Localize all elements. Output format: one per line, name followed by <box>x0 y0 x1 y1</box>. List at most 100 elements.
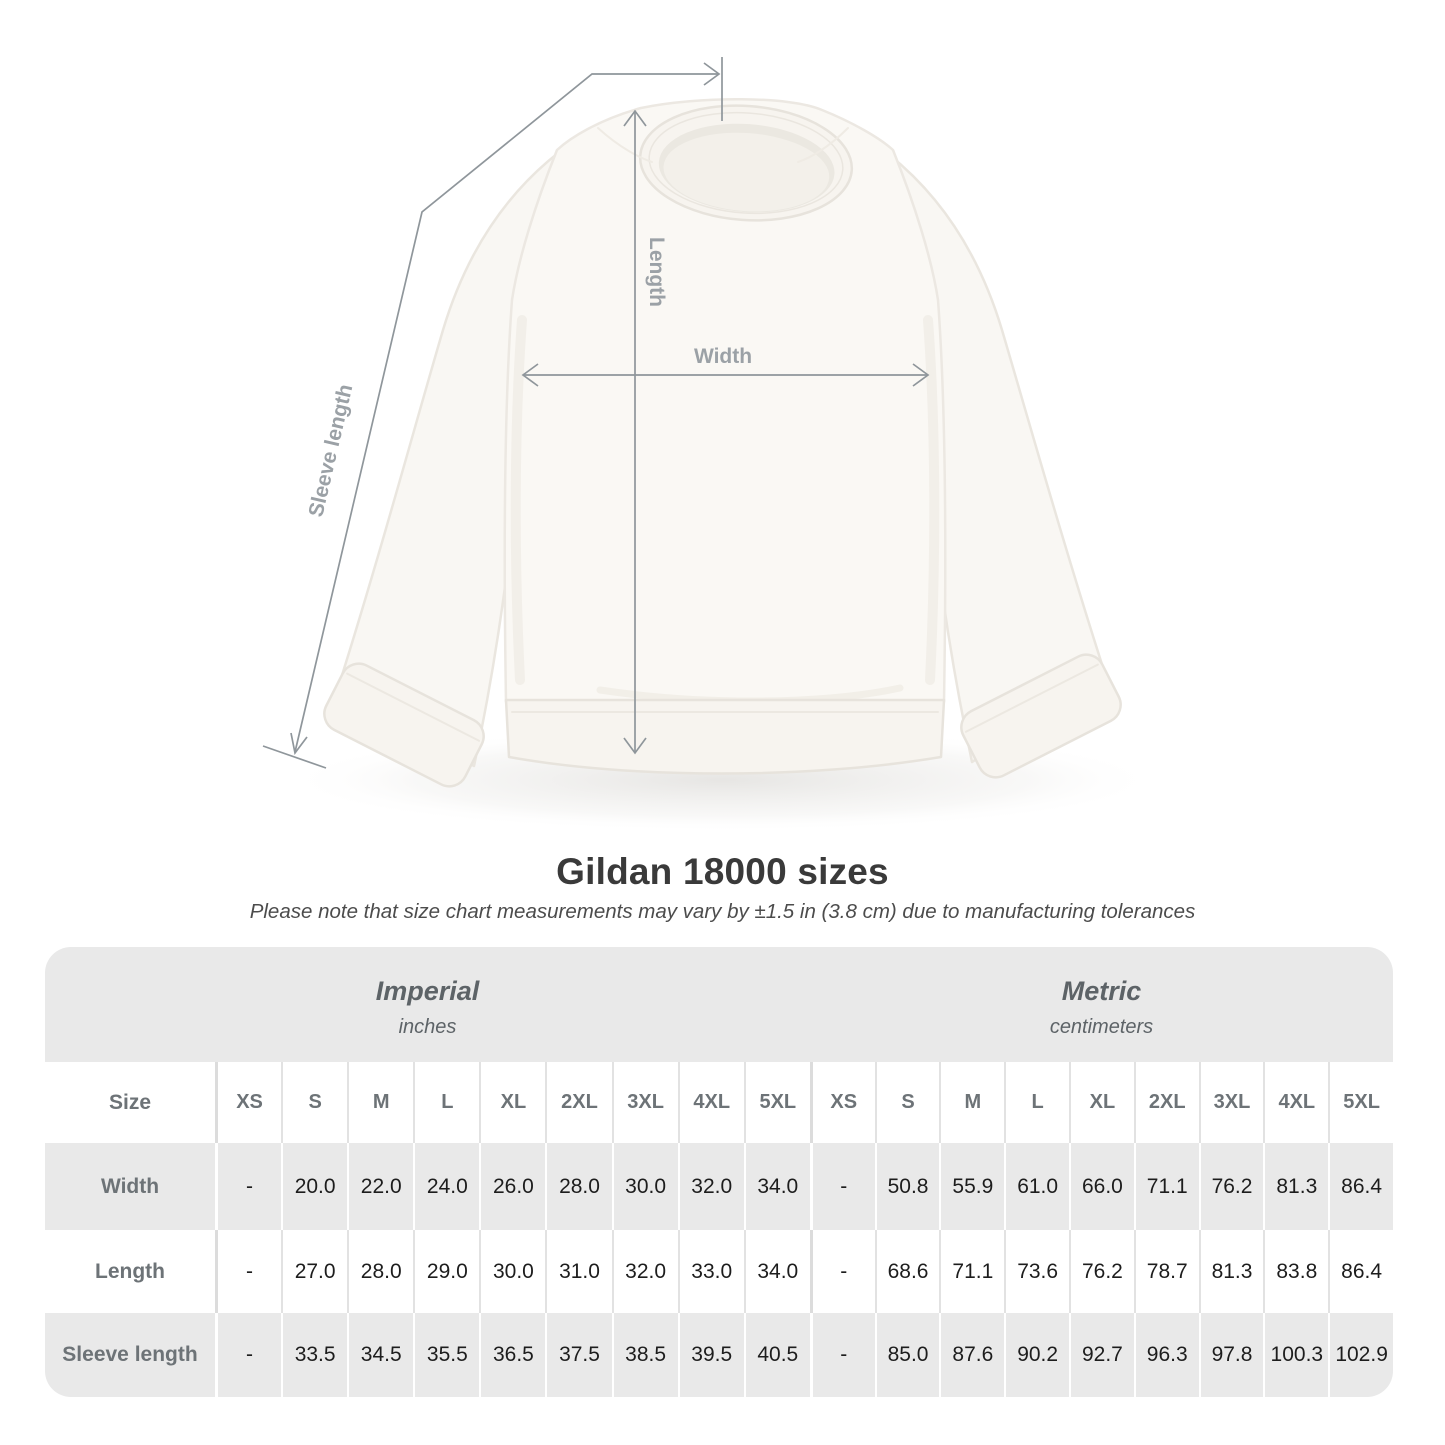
size-header: 2XL <box>1133 1062 1199 1143</box>
metric-label: Metric <box>1061 976 1142 1006</box>
value-cell: 32.0 <box>611 1230 678 1313</box>
size-column-header: Size <box>108 1090 152 1114</box>
value-cell: 34.5 <box>347 1313 414 1397</box>
value-cell: - <box>809 1230 875 1313</box>
size-header: S <box>874 1062 940 1143</box>
sweatshirt-illustration <box>323 98 1122 788</box>
size-header: 3XL <box>1198 1062 1264 1143</box>
size-header: M <box>347 1062 413 1143</box>
sleeve-length-label: Sleeve length <box>304 382 357 519</box>
size-header: M <box>939 1062 1004 1143</box>
width-arrow-right-icon <box>912 363 930 387</box>
value-cell: 28.0 <box>545 1143 612 1230</box>
value-cell: 36.5 <box>479 1313 546 1397</box>
left-cuff <box>323 662 485 788</box>
value-cell: 86.4 <box>1328 1143 1393 1230</box>
value-cell: 29.0 <box>413 1230 479 1313</box>
size-header: 2XL <box>545 1062 611 1143</box>
body-panel <box>503 98 947 704</box>
value-cell: 33.5 <box>281 1313 348 1397</box>
value-cell: 33.0 <box>677 1230 744 1313</box>
waistband <box>504 698 946 775</box>
value-cell: 22.0 <box>347 1143 414 1230</box>
size-header: XL <box>479 1062 545 1143</box>
size-guide-page: Length Width Sleeve length Gildan 18000 … <box>45 57 1393 1397</box>
value-cell: 81.3 <box>1263 1143 1329 1230</box>
length-arrow-up-icon <box>623 109 647 127</box>
size-header: L <box>1004 1062 1069 1143</box>
left-shoulder-seam <box>597 127 653 163</box>
value-cell: 61.0 <box>1004 1143 1070 1230</box>
value-cell: 27.0 <box>281 1230 347 1313</box>
value-cell: 24.0 <box>413 1143 480 1230</box>
value-cell: 81.3 <box>1198 1230 1264 1313</box>
size-header: XL <box>1069 1062 1134 1143</box>
length-arrow-down-icon <box>623 737 647 755</box>
row-label: Sleeve length <box>45 1313 215 1397</box>
value-cell: 38.5 <box>611 1313 678 1397</box>
size-header: 5XL <box>743 1062 810 1143</box>
size-table: Imperial inches Metric centimeters Size … <box>45 947 1393 1397</box>
value-cell: 50.8 <box>874 1143 940 1230</box>
table-row-width: Width - 20.0 22.0 24.0 26.0 28.0 30.0 32… <box>45 1143 1393 1230</box>
value-cell: 55.9 <box>939 1143 1005 1230</box>
sleeve-arrow-cuff-icon <box>290 732 308 756</box>
page-title: Gildan 18000 sizes <box>556 851 889 892</box>
size-header: L <box>413 1062 479 1143</box>
table-row-sleeve-length: Sleeve length - 33.5 34.5 35.5 36.5 37.5… <box>45 1313 1393 1397</box>
value-cell: 76.2 <box>1198 1143 1264 1230</box>
width-arrow-left-icon <box>521 363 539 387</box>
value-cell: 37.5 <box>545 1313 612 1397</box>
value-cell: 20.0 <box>281 1143 348 1230</box>
value-cell: 71.1 <box>939 1230 1004 1313</box>
table-row-length: Length - 27.0 28.0 29.0 30.0 31.0 32.0 3… <box>45 1230 1393 1313</box>
metric-section-header: Metric centimeters <box>810 947 1393 1062</box>
size-header: XS <box>215 1062 281 1143</box>
size-header: 5XL <box>1328 1062 1393 1143</box>
right-cuff <box>960 653 1122 779</box>
value-cell: 90.2 <box>1004 1313 1070 1397</box>
measurement-overlay <box>262 57 930 769</box>
imperial-unit: inches <box>398 1016 457 1038</box>
value-cell: 35.5 <box>413 1313 480 1397</box>
sleeve-arrow-neck-icon <box>703 62 721 86</box>
cuff-tick <box>262 745 327 769</box>
value-cell: 30.0 <box>611 1143 678 1230</box>
value-cell: 92.7 <box>1069 1313 1134 1397</box>
right-shoulder-seam <box>797 127 849 163</box>
value-cell: 31.0 <box>545 1230 611 1313</box>
size-header: 4XL <box>1263 1062 1328 1143</box>
value-cell: 66.0 <box>1069 1143 1134 1230</box>
sweatshirt-figure: Length Width Sleeve length <box>262 57 1162 832</box>
size-header: 3XL <box>611 1062 678 1143</box>
value-cell: - <box>215 1230 281 1313</box>
value-cell: 78.7 <box>1133 1230 1199 1313</box>
collar <box>638 104 854 222</box>
width-label: Width <box>694 345 752 368</box>
value-cell: 34.0 <box>743 1143 810 1230</box>
value-cell: 96.3 <box>1133 1313 1199 1397</box>
value-cell: 28.0 <box>347 1230 413 1313</box>
value-cell: 40.5 <box>743 1313 810 1397</box>
value-cell: 34.0 <box>743 1230 810 1313</box>
fold-shading-left <box>510 315 527 685</box>
fold-shading-right <box>923 315 940 685</box>
value-cell: 39.5 <box>677 1313 744 1397</box>
table-row-sizes: Size XS S M L XL 2XL 3XL 4XL 5XL XS S M … <box>45 1062 1393 1143</box>
value-cell: - <box>809 1143 875 1230</box>
unit-band: Imperial inches Metric centimeters <box>45 947 1393 1062</box>
tolerance-note: Please note that size chart measurements… <box>249 900 1196 923</box>
imperial-section-header: Imperial inches <box>45 947 810 1062</box>
metric-unit: centimeters <box>1049 1016 1154 1038</box>
value-cell: 71.1 <box>1133 1143 1199 1230</box>
size-header: XS <box>809 1062 875 1143</box>
row-label: Width <box>45 1143 215 1230</box>
value-cell: 83.8 <box>1263 1230 1328 1313</box>
value-cell: 30.0 <box>479 1230 545 1313</box>
value-cell: 86.4 <box>1328 1230 1393 1313</box>
value-cell: 102.9 <box>1328 1313 1393 1397</box>
size-header: 4XL <box>677 1062 744 1143</box>
value-cell: 87.6 <box>939 1313 1005 1397</box>
value-cell: 26.0 <box>479 1143 546 1230</box>
value-cell: 76.2 <box>1069 1230 1134 1313</box>
